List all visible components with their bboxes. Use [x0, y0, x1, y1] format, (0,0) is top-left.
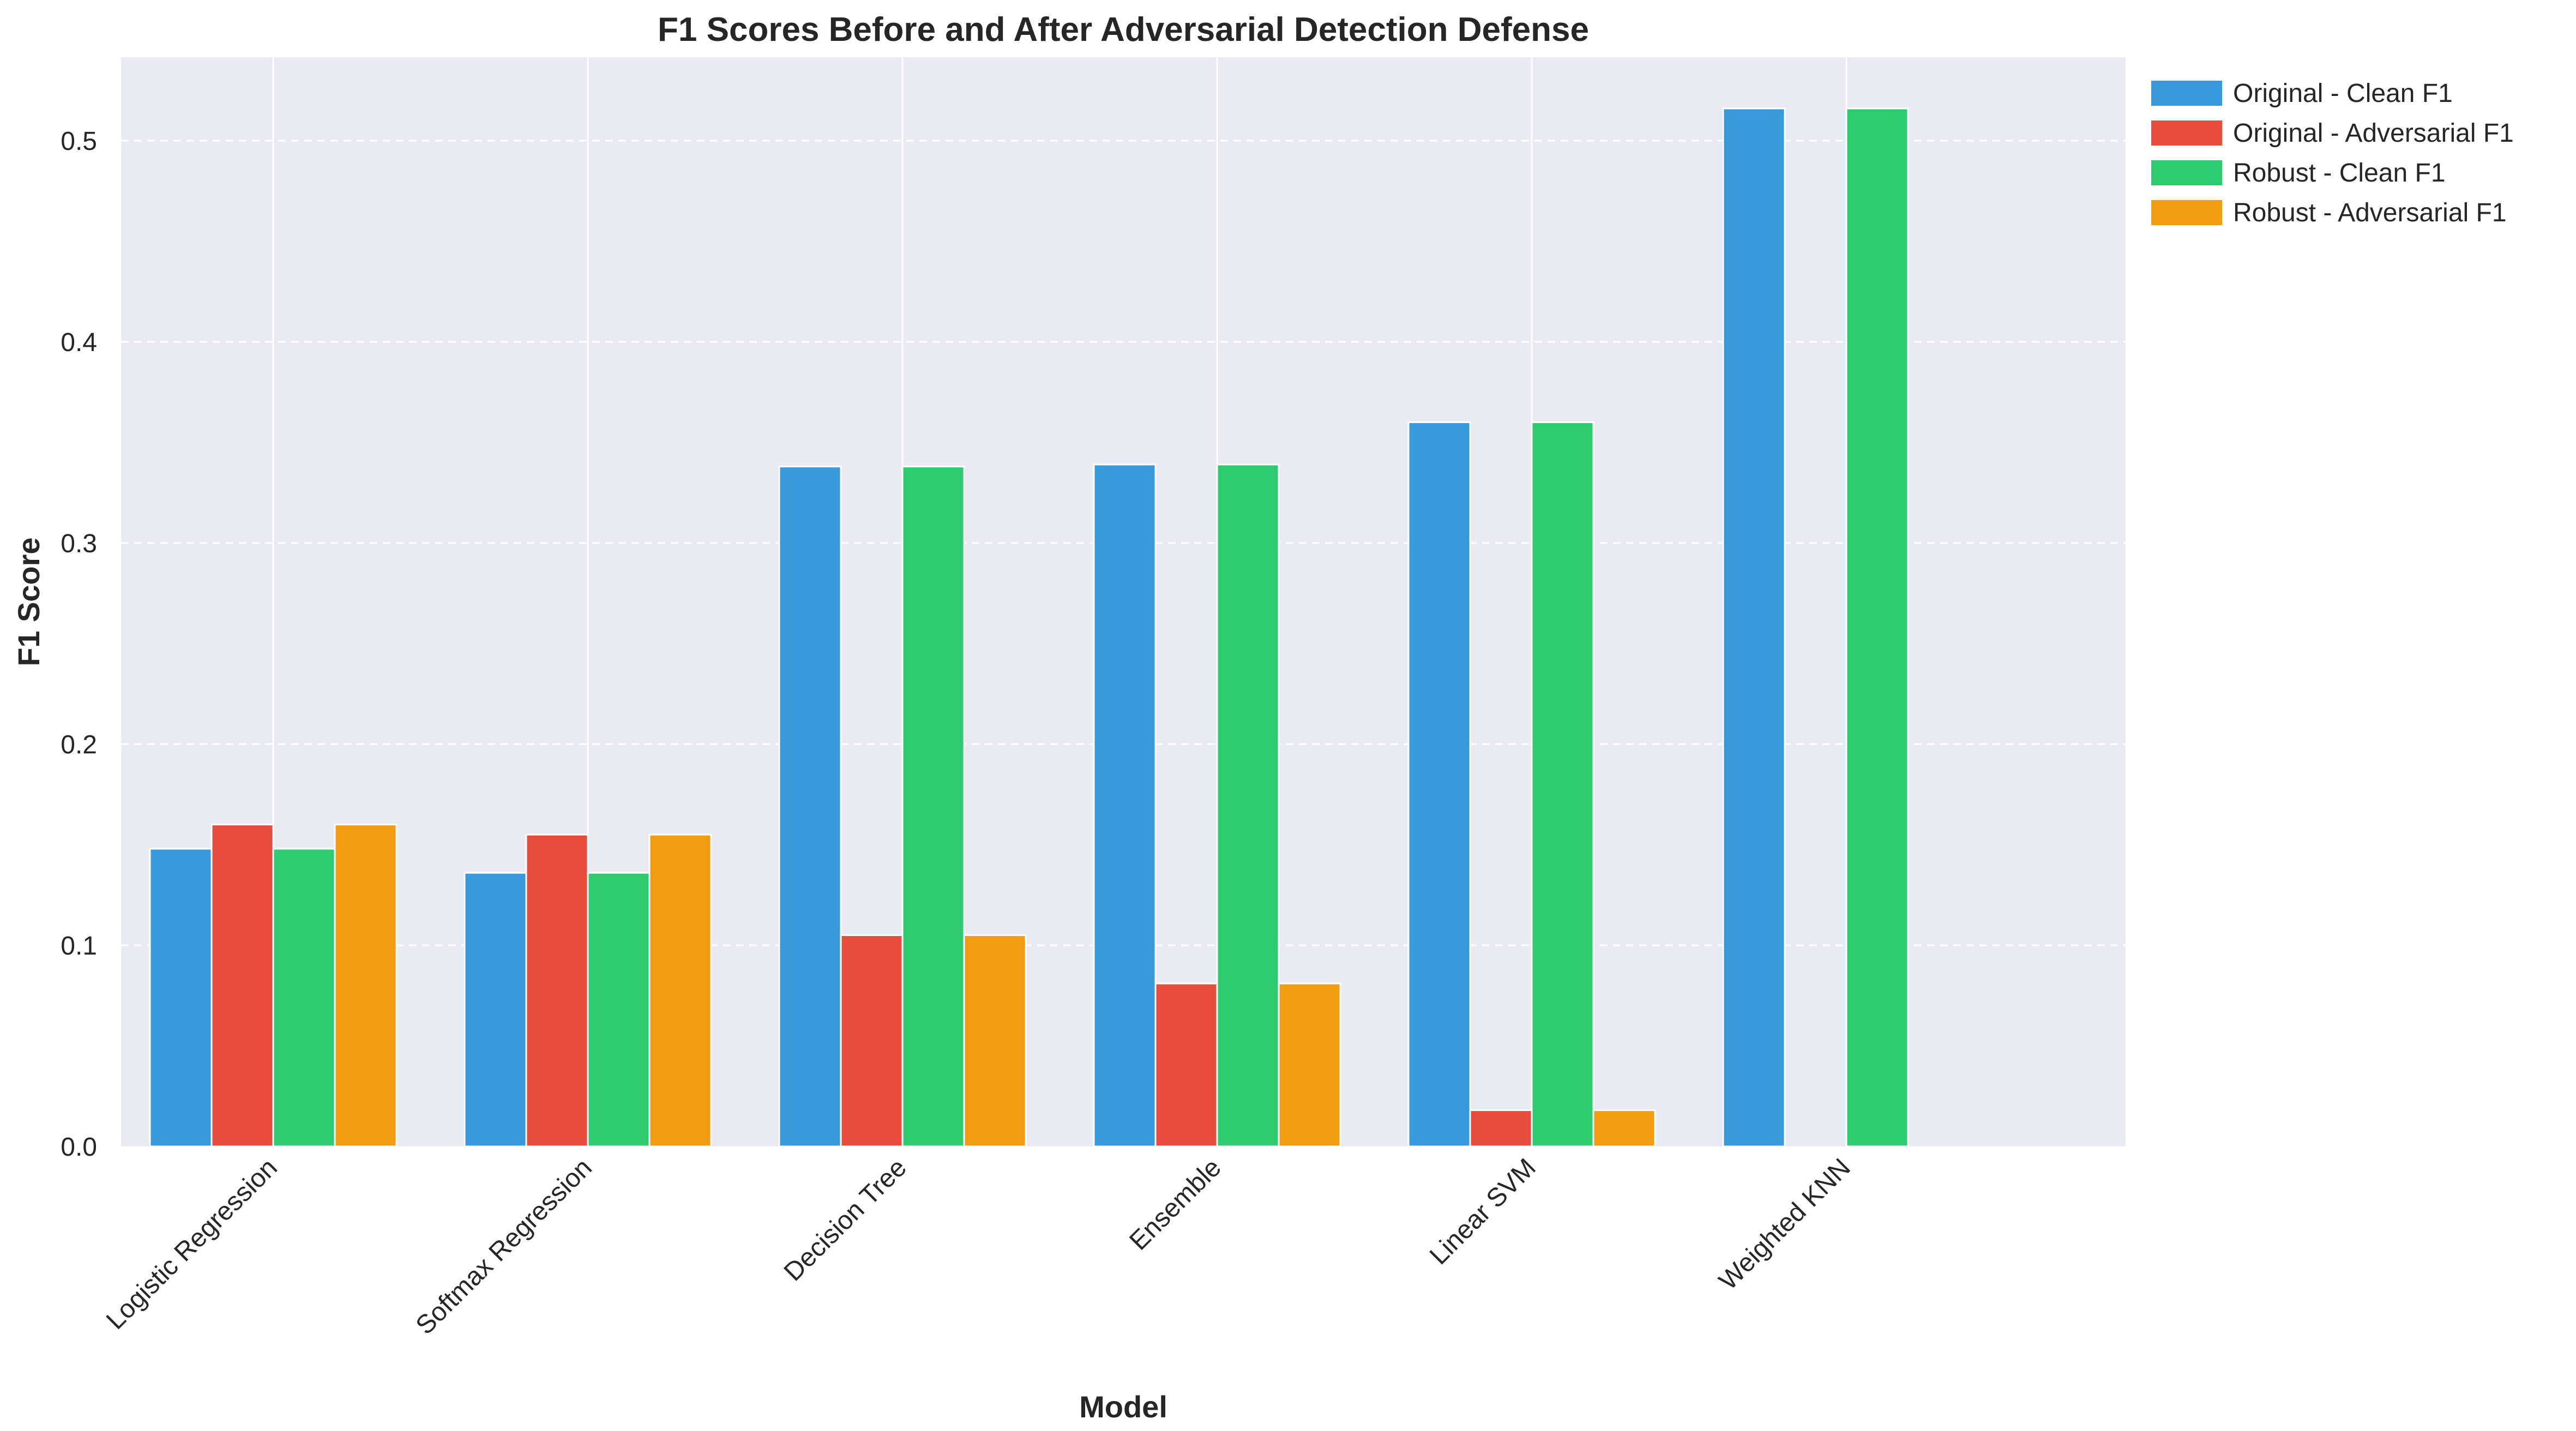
bar: [1407, 421, 1471, 1148]
legend-swatch: [2151, 81, 2222, 106]
legend-label: Robust - Adversarial F1: [2233, 198, 2507, 227]
x-tick-label: Softmax Regression: [411, 1153, 598, 1340]
legend-label: Original - Adversarial F1: [2233, 119, 2514, 148]
bar: [648, 834, 712, 1148]
x-tick-label: Linear SVM: [1424, 1153, 1542, 1270]
legend-swatch: [2151, 160, 2222, 185]
legend-swatch: [2151, 200, 2222, 225]
bar: [1154, 982, 1218, 1148]
x-tick-label: Logistic Regression: [101, 1153, 283, 1335]
x-axis-label: Model: [1079, 1390, 1167, 1424]
legend-swatch: [2151, 120, 2222, 146]
legend-label: Original - Clean F1: [2233, 79, 2453, 108]
legend: Original - Clean F1 Original - Adversaria…: [2151, 79, 2514, 227]
x-tick-label: Ensemble: [1124, 1153, 1226, 1255]
x-tick-label: Decision Tree: [779, 1153, 912, 1287]
bar: [1093, 463, 1157, 1148]
bar: [1592, 1109, 1656, 1148]
bar: [334, 824, 398, 1148]
bar: [778, 466, 842, 1148]
y-tick-label: 0.5: [61, 127, 97, 156]
bars-layer: [149, 107, 1909, 1148]
bar: [901, 466, 965, 1148]
bar: [1722, 107, 1786, 1148]
bar: [464, 872, 527, 1148]
legend-label: Robust - Clean F1: [2233, 159, 2446, 188]
bar: [210, 824, 274, 1148]
bar: [1531, 421, 1594, 1148]
y-tick-label: 0.4: [61, 328, 97, 357]
bar: [840, 934, 904, 1148]
y-axis-label: F1 Score: [11, 538, 46, 667]
bar: [272, 848, 336, 1148]
bar: [1216, 463, 1280, 1148]
y-tick-label: 0.0: [61, 1133, 97, 1162]
bar: [587, 872, 651, 1148]
y-tick-label: 0.1: [61, 932, 97, 961]
chart-title: F1 Scores Before and After Adversarial D…: [658, 11, 1589, 49]
bar: [149, 848, 213, 1148]
y-tick-label: 0.3: [61, 529, 97, 558]
y-tick-label: 0.2: [61, 730, 97, 759]
bar: [525, 834, 589, 1148]
bar: [1845, 107, 1909, 1148]
bar: [1469, 1109, 1533, 1148]
bar: [1278, 982, 1341, 1148]
bar: [963, 934, 1027, 1148]
x-tick-label: Weighted KNN: [1713, 1153, 1856, 1295]
